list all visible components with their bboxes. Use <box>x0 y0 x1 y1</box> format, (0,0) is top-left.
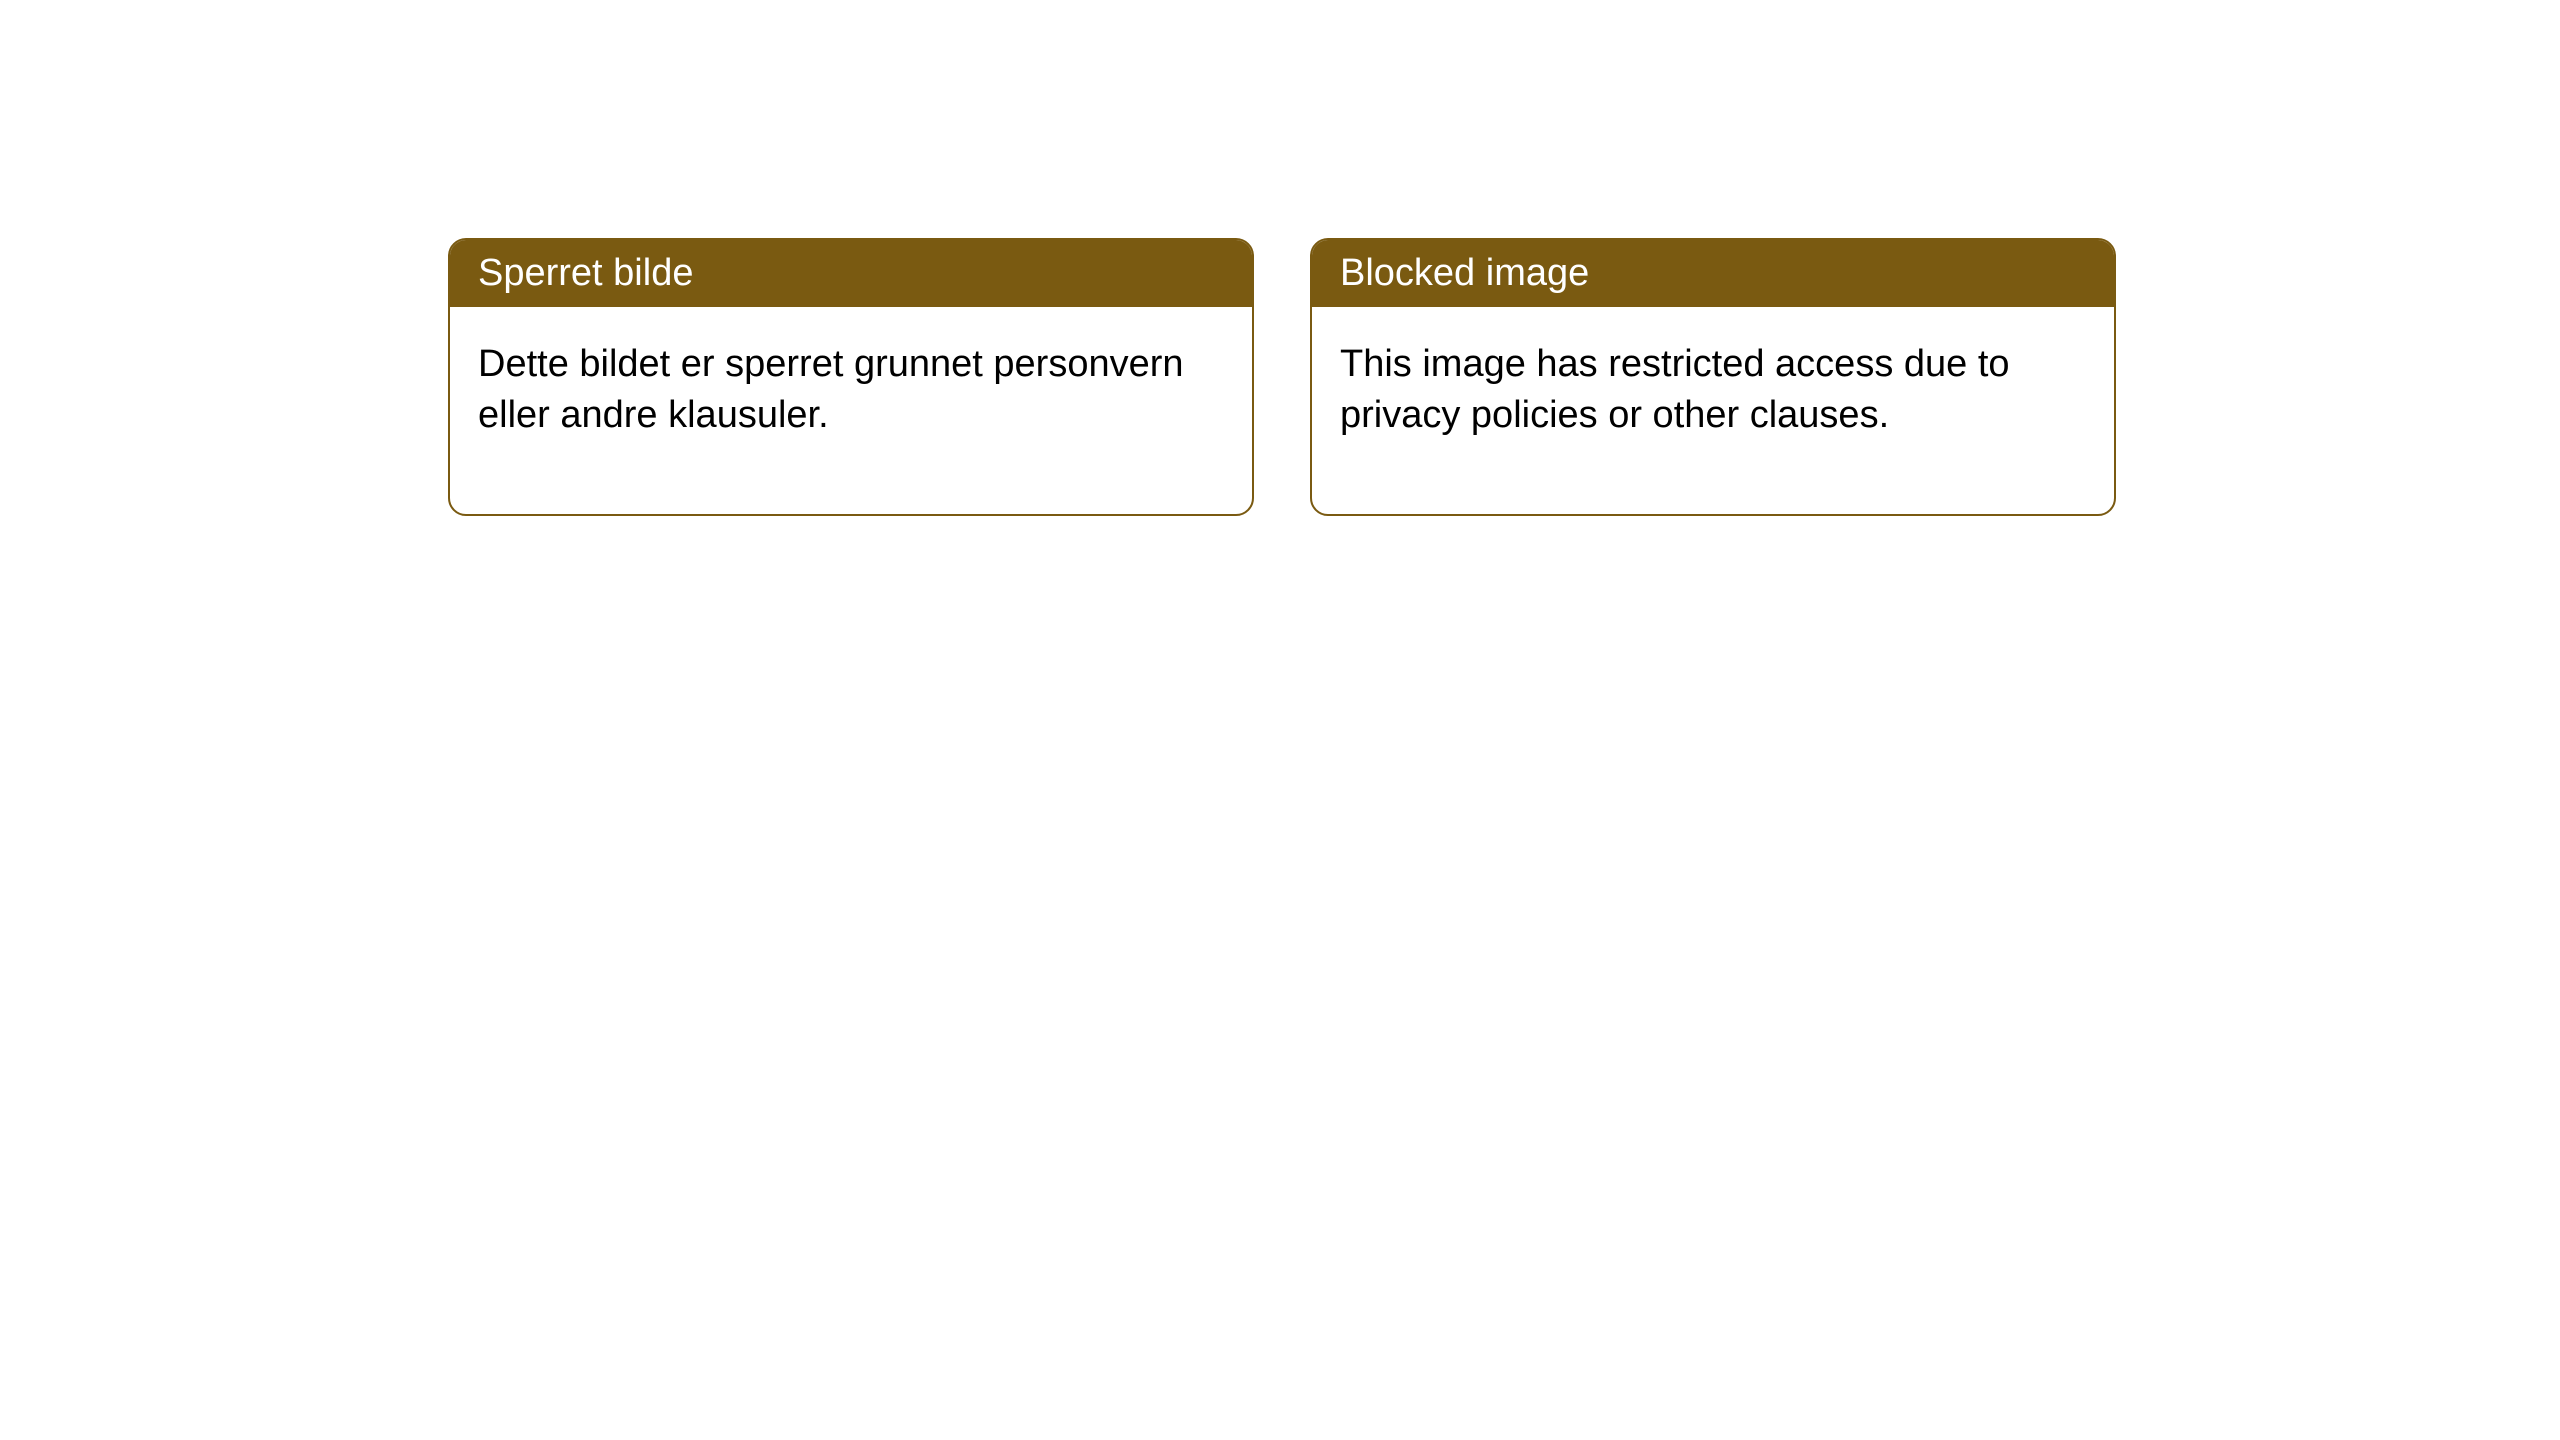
notice-box-norwegian: Sperret bilde Dette bildet er sperret gr… <box>448 238 1254 516</box>
notice-text: Dette bildet er sperret grunnet personve… <box>478 343 1184 436</box>
notice-title: Sperret bilde <box>478 252 693 294</box>
notice-header: Sperret bilde <box>450 240 1252 307</box>
notice-container: Sperret bilde Dette bildet er sperret gr… <box>0 0 2560 516</box>
notice-text: This image has restricted access due to … <box>1340 343 2010 436</box>
notice-title: Blocked image <box>1340 252 1589 294</box>
notice-body: This image has restricted access due to … <box>1312 307 2114 514</box>
notice-body: Dette bildet er sperret grunnet personve… <box>450 307 1252 514</box>
notice-box-english: Blocked image This image has restricted … <box>1310 238 2116 516</box>
notice-header: Blocked image <box>1312 240 2114 307</box>
